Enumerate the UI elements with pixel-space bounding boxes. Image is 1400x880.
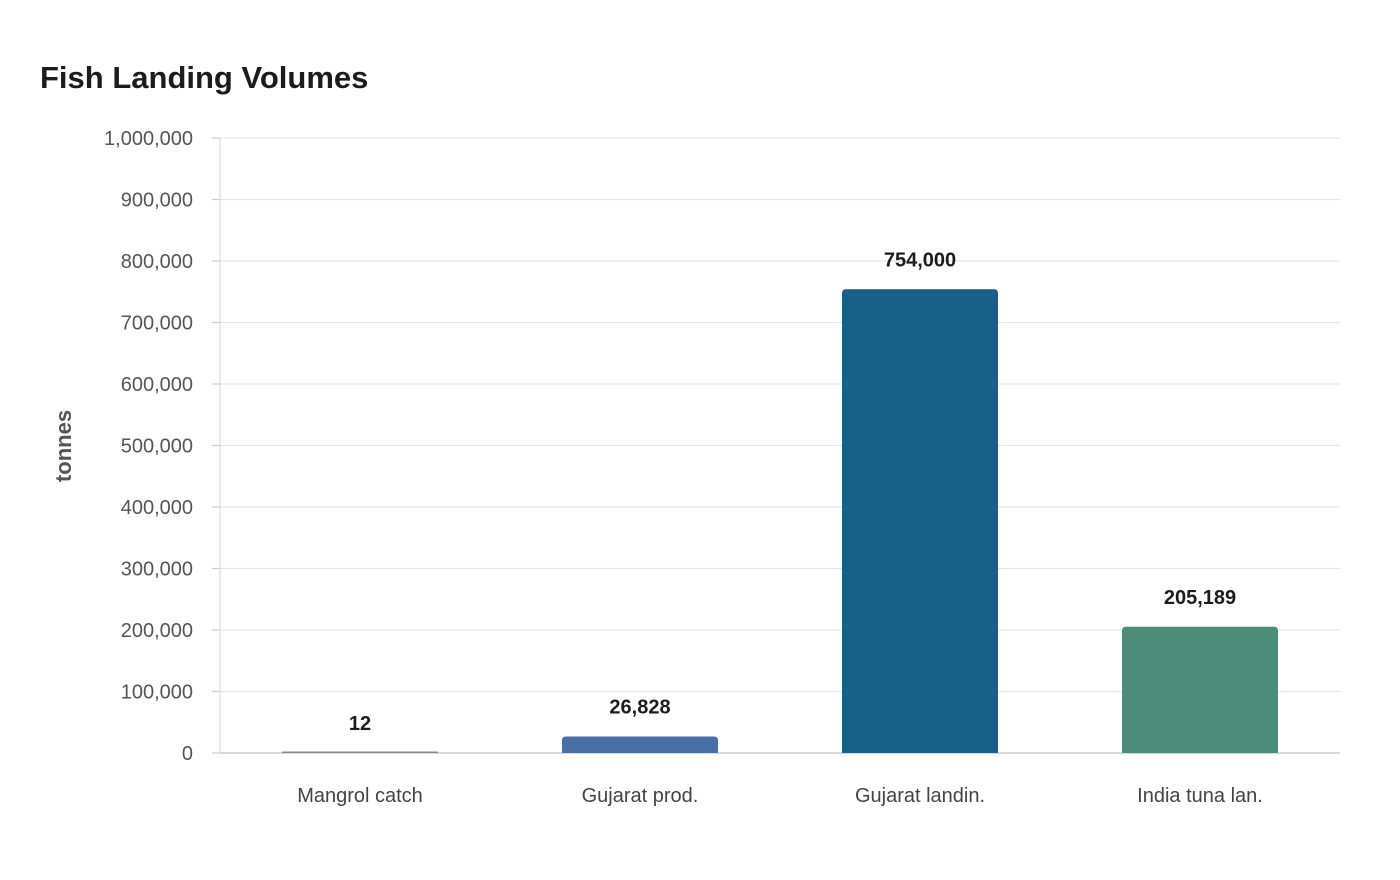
grid-lines: [220, 137, 1340, 693]
labels: 0 100,000 200,000 300,000 400,000 500,000 600,…: [51, 128, 1263, 807]
value-label: 26,828: [609, 697, 670, 719]
category-label: Gujarat landin.: [855, 785, 985, 807]
y-tick-label: 600,000: [121, 374, 193, 396]
value-label: 754,000: [884, 249, 956, 271]
y-axis-label: tonnes: [51, 410, 76, 482]
y-tick-label: 0: [182, 743, 193, 765]
value-label: 205,189: [1164, 587, 1236, 609]
value-label: 12: [349, 713, 371, 735]
bar-2: [562, 736, 718, 753]
category-label: Gujarat prod.: [582, 785, 699, 807]
chart-title: Fish Landing Volumes: [40, 60, 369, 95]
y-tick-label: 400,000: [121, 497, 193, 519]
bar-3: [842, 289, 998, 753]
category-label: Mangrol catch: [297, 785, 423, 807]
y-tick-label: 300,000: [121, 559, 193, 581]
y-tick-label: 700,000: [121, 313, 193, 335]
category-label: India tuna lan.: [1137, 785, 1263, 807]
bar-4: [1122, 626, 1278, 753]
y-tick-label: 200,000: [121, 620, 193, 642]
bar-1: [282, 751, 438, 753]
bars: [282, 289, 1278, 753]
y-tick-label: 100,000: [121, 682, 193, 704]
y-tick-label: 1,000,000: [104, 128, 193, 150]
y-tick-label: 800,000: [121, 251, 193, 273]
y-tick-label: 500,000: [121, 436, 193, 458]
y-tick-label: 900,000: [121, 190, 193, 212]
